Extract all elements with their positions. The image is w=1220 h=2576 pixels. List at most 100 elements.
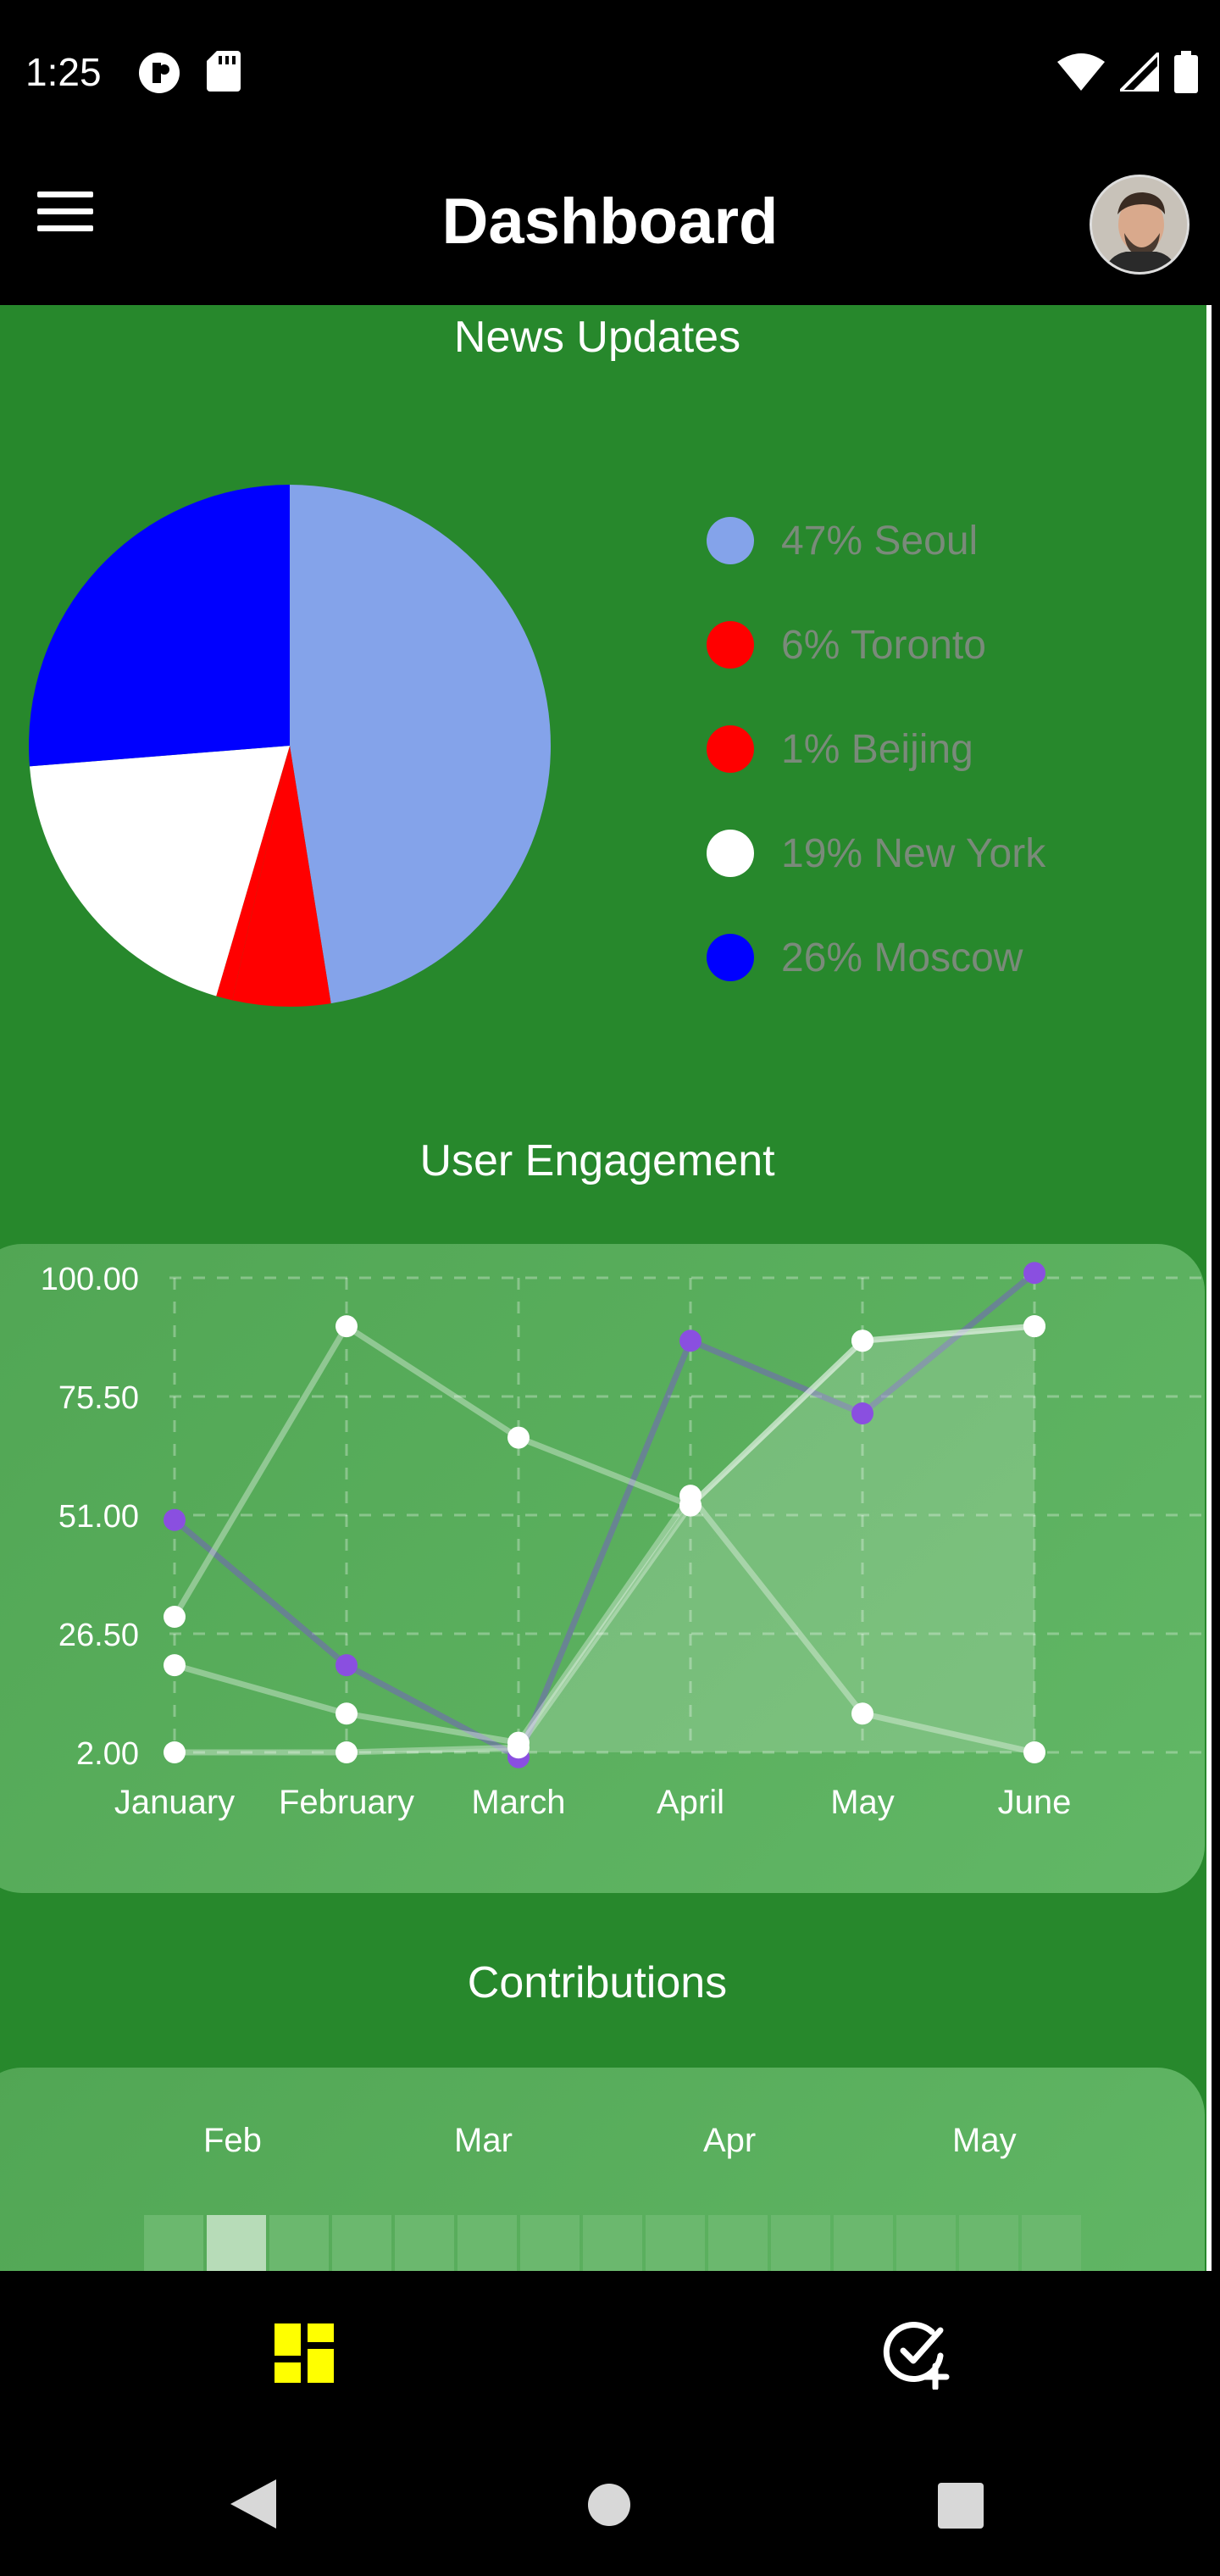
- heatmap-cell[interactable]: [1022, 2215, 1081, 2271]
- month-label-apr: Apr: [703, 2122, 757, 2159]
- heatmap-cell[interactable]: [834, 2215, 893, 2271]
- heatmap-cell[interactable]: [708, 2215, 768, 2271]
- data-point: [1023, 1262, 1045, 1285]
- heatmap-cell[interactable]: [896, 2215, 956, 2271]
- month-label-may: May: [952, 2122, 1017, 2159]
- pie-slice: [29, 746, 291, 997]
- data-point: [507, 1736, 530, 1759]
- data-point: [507, 1426, 530, 1449]
- data-point: [851, 1402, 873, 1424]
- legend-item-new-york: 19% New York: [707, 830, 1045, 877]
- heatmap-cell[interactable]: [332, 2215, 391, 2271]
- data-point: [336, 1654, 358, 1677]
- pie-slice: [216, 746, 290, 1001]
- avatar-image: [1092, 177, 1187, 272]
- news-updates-title: News Updates: [453, 313, 741, 362]
- add-task-icon: [883, 2322, 950, 2391]
- heatmap-cell[interactable]: [458, 2215, 517, 2271]
- recents-icon: [938, 2483, 984, 2529]
- legend-label: 47% Seoul: [781, 518, 979, 564]
- data-point: [679, 1330, 702, 1352]
- heatmap-cell[interactable]: [207, 2215, 266, 2271]
- heatmap-cell[interactable]: [959, 2215, 1018, 2271]
- menu-button[interactable]: [37, 192, 93, 239]
- heatmap-cell[interactable]: [646, 2215, 705, 2271]
- nav-add-task-button[interactable]: [881, 2318, 952, 2391]
- y-tick-label: 26.50: [58, 1618, 139, 1653]
- pie-slice: [28, 485, 290, 767]
- legend-item-beijing: 1% Beijing: [707, 725, 973, 773]
- x-tick-label: April: [657, 1784, 724, 1821]
- legend-item-moscow: 26% Moscow: [707, 934, 1023, 981]
- back-button[interactable]: [230, 2479, 276, 2533]
- heatmap-cell[interactable]: [144, 2215, 203, 2271]
- data-point: [679, 1494, 702, 1517]
- menu-icon: [37, 192, 93, 231]
- news-pie-chart: [28, 485, 551, 1007]
- sd-card-icon: [207, 51, 241, 96]
- heatmap-cell[interactable]: [395, 2215, 454, 2271]
- recents-button[interactable]: [938, 2483, 984, 2533]
- data-point: [336, 1741, 358, 1763]
- series-line: [172, 1270, 1037, 1762]
- heatmap-cell[interactable]: [771, 2215, 830, 2271]
- dashboard-content[interactable]: News Updates 47% Seoul 6% Toronto 1% Bei…: [0, 305, 1210, 2271]
- nav-dashboard-button[interactable]: [274, 2323, 334, 2383]
- signal-icon: [1116, 48, 1161, 96]
- pie-slice: [232, 746, 331, 1007]
- data-point: [851, 1330, 873, 1352]
- data-point: [1023, 1315, 1045, 1338]
- y-tick-label: 100.00: [41, 1262, 139, 1297]
- data-point: [164, 1508, 186, 1531]
- legend-dot: [707, 621, 754, 669]
- home-button[interactable]: [587, 2483, 631, 2531]
- month-label-mar: Mar: [454, 2122, 513, 2159]
- data-point: [164, 1654, 186, 1677]
- engagement-line-chart: 100.00 75.50 51.00 26.50 2.00 January February…: [41, 1262, 1210, 1821]
- home-icon: [588, 2484, 630, 2526]
- legend-label: 26% Moscow: [781, 935, 1023, 980]
- legend-item-toronto: 6% Toronto: [707, 621, 986, 669]
- data-point: [851, 1702, 873, 1725]
- y-tick-label: 75.50: [58, 1380, 139, 1416]
- y-tick-label: 2.00: [76, 1736, 139, 1772]
- series-line: [175, 1323, 1035, 1756]
- legend-label: 19% New York: [781, 830, 1046, 876]
- x-tick-label: May: [830, 1784, 895, 1821]
- back-icon: [230, 2479, 276, 2529]
- heatmap-cell[interactable]: [520, 2215, 580, 2271]
- legend-label: 6% Toronto: [781, 622, 986, 668]
- bottom-navigation: [0, 2271, 1220, 2432]
- battery-icon: [1174, 51, 1198, 97]
- legend-dot: [707, 830, 754, 877]
- data-point: [336, 1702, 358, 1725]
- data-point: [164, 1606, 186, 1628]
- dashboard-icon: [274, 2323, 334, 2383]
- legend-dot: [707, 934, 754, 981]
- legend-dot: [707, 517, 754, 564]
- app-bar: Dashboard: [0, 144, 1220, 305]
- series-line: [171, 1322, 1035, 1618]
- x-tick-label: January: [114, 1784, 235, 1821]
- avatar[interactable]: [1090, 175, 1190, 275]
- wifi-icon: [1057, 53, 1105, 95]
- series-line: [174, 1491, 1035, 1756]
- heatmap-cell[interactable]: [269, 2215, 329, 2271]
- x-tick-label: March: [471, 1784, 565, 1821]
- status-time: 1:25: [25, 50, 102, 94]
- legend-item-seoul: 47% Seoul: [707, 517, 978, 564]
- y-tick-label: 51.00: [58, 1499, 139, 1535]
- contributions-title: Contributions: [467, 1958, 728, 2007]
- x-tick-label: June: [998, 1784, 1072, 1821]
- scrollbar[interactable]: [1206, 305, 1212, 2271]
- system-navigation: [0, 2432, 1220, 2576]
- user-engagement-title: User Engagement: [419, 1136, 775, 1185]
- x-tick-label: February: [279, 1784, 414, 1821]
- data-point: [164, 1741, 186, 1763]
- month-label-feb: Feb: [203, 2122, 262, 2159]
- heatmap-cell[interactable]: [583, 2215, 642, 2271]
- legend-label: 1% Beijing: [781, 726, 973, 772]
- legend-dot: [707, 725, 754, 773]
- status-bar: 1:25: [0, 0, 1220, 144]
- scroll-track: [1210, 305, 1220, 2271]
